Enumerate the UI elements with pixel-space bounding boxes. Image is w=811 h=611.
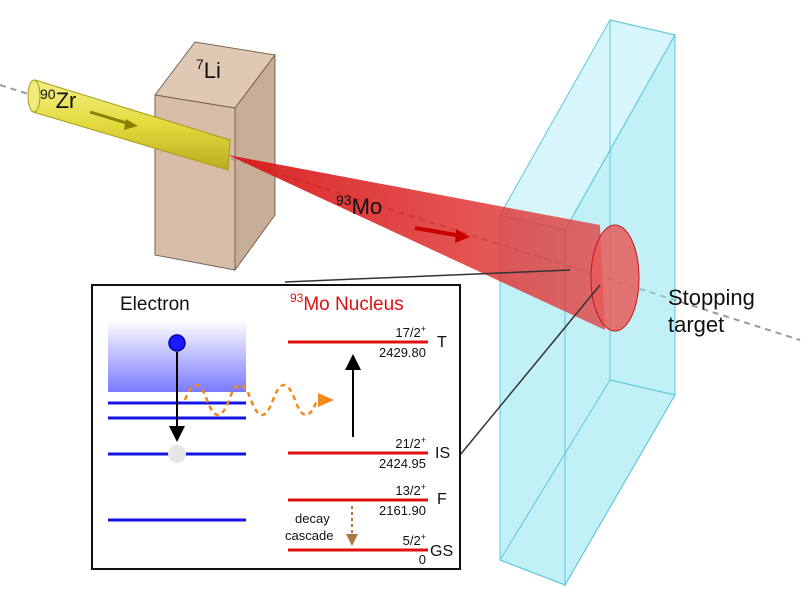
level-gs-energy: 0 <box>419 552 426 567</box>
zr-label: 90Zr <box>40 86 76 113</box>
stopping-target-label-2: target <box>668 312 724 337</box>
level-f-energy: 2161.90 <box>379 503 426 518</box>
level-is-parity: + <box>421 435 426 445</box>
li-label: 7Li <box>196 56 221 83</box>
nucleus-title-mass: 93 <box>290 291 304 305</box>
inset-leader-top <box>284 269 571 283</box>
level-t-tag: T <box>437 334 447 351</box>
mo-mass: 93 <box>336 192 352 208</box>
level-is-spin-value: 21/2 <box>395 436 420 451</box>
li-mass: 7 <box>196 56 204 72</box>
zr-mass: 90 <box>40 86 56 102</box>
level-gs-tag: GS <box>430 543 453 560</box>
level-is-energy: 2424.95 <box>379 456 426 471</box>
decay-label-2: cascade <box>285 528 333 543</box>
electron-dot <box>168 334 186 352</box>
level-f-spin: 13/2+ <box>395 482 426 498</box>
level-t-parity: + <box>421 324 426 334</box>
inset-panel: Electron 93Mo Nucleus 17/2+ 2429.80 T 21… <box>91 284 461 570</box>
level-f-parity: + <box>421 482 426 492</box>
inset-leader-bottom <box>459 284 601 456</box>
level-t-energy: 2429.80 <box>379 345 426 360</box>
mo-symbol: Mo <box>352 194 383 219</box>
photon-arrowhead <box>318 393 334 407</box>
level-f-tag: F <box>437 491 447 508</box>
stopping-target-label-1: Stopping <box>668 285 755 310</box>
level-t-spin-value: 17/2 <box>395 325 420 340</box>
mo-cone <box>228 155 640 332</box>
level-gs-spin-value: 5/2 <box>403 533 421 548</box>
decay-label-1: decay <box>295 511 330 526</box>
nucleus-title-rest: Mo Nucleus <box>303 294 403 315</box>
zr-symbol: Zr <box>56 88 77 113</box>
zr-beam <box>27 79 231 171</box>
nucleus-title: 93Mo Nucleus <box>290 291 404 315</box>
level-t-spin: 17/2+ <box>395 324 426 340</box>
photon-wave <box>183 383 319 417</box>
level-f-spin-value: 13/2 <box>395 483 420 498</box>
level-is-spin: 21/2+ <box>395 435 426 451</box>
electron-hole <box>168 445 186 463</box>
level-gs-spin: 5/2+ <box>403 532 426 548</box>
mo-label: 93Mo <box>336 192 382 219</box>
level-gs-parity: + <box>421 532 426 542</box>
electron-title: Electron <box>120 294 190 315</box>
level-is-tag: IS <box>435 445 450 462</box>
li-symbol: Li <box>204 58 221 83</box>
